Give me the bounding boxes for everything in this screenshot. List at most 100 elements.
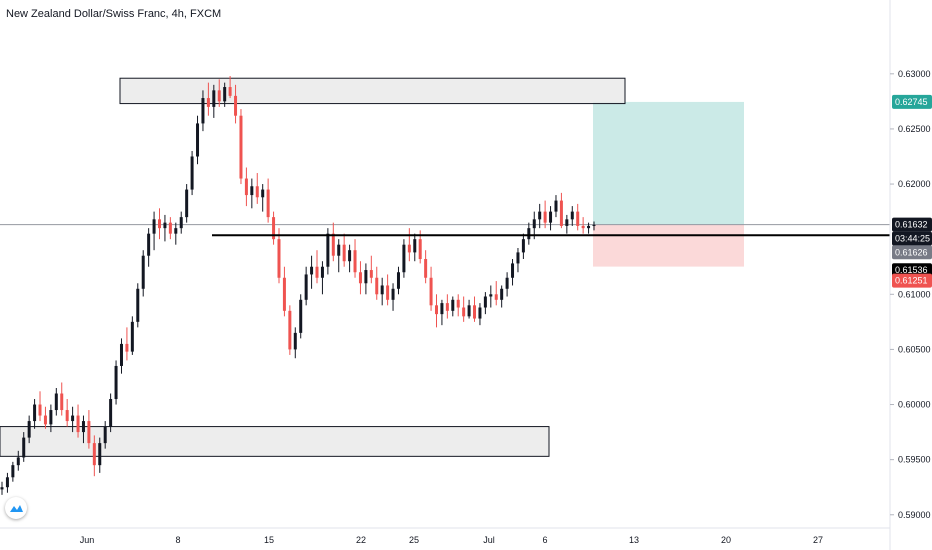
candle-body (342, 244, 346, 262)
candle (38, 391, 42, 422)
candle (114, 360, 118, 405)
price-badge-bg (892, 245, 932, 260)
candle-body (288, 310, 292, 350)
candle-body (201, 98, 205, 124)
candle-body (348, 250, 352, 262)
candle-body (521, 239, 525, 253)
demand-zone-rectangle[interactable] (0, 426, 550, 457)
supply-zone-rectangle[interactable] (119, 77, 626, 105)
price-badge-label: 0.61251 (895, 276, 928, 286)
candle-body (293, 332, 297, 350)
candle (473, 296, 477, 322)
candle-body (304, 274, 308, 300)
candle (570, 206, 574, 226)
candle-body (402, 244, 406, 273)
candle-body (190, 156, 194, 190)
candle (130, 316, 134, 355)
candle (413, 233, 417, 262)
candle (543, 200, 547, 229)
candle-body (315, 266, 319, 278)
candle-body (587, 225, 591, 229)
candle (592, 221, 596, 231)
candle-body (125, 343, 129, 352)
candle (364, 263, 368, 295)
candle-body (109, 399, 113, 427)
candle-body (511, 263, 515, 278)
candle (185, 184, 189, 223)
candle-body (386, 285, 390, 300)
candle (109, 393, 113, 433)
long-position-stop-zone[interactable] (593, 224, 744, 267)
candle-body (570, 211, 574, 220)
x-tick-label: Jul (483, 535, 495, 545)
candle (396, 266, 400, 295)
candle (87, 410, 91, 449)
chart-title: New Zealand Dollar/Swiss Franc, 4h, FXCM (6, 8, 222, 20)
candle (201, 90, 205, 132)
candle (288, 305, 292, 355)
candle-body (331, 233, 335, 256)
candle (158, 208, 162, 240)
candle (92, 435, 96, 477)
candle (315, 250, 319, 284)
candle (348, 244, 352, 273)
candle (456, 294, 460, 317)
candle-body (76, 415, 80, 433)
candle-body (11, 465, 15, 478)
y-tick-label: 0.59000 (898, 510, 931, 520)
candle (320, 261, 324, 295)
candle (71, 406, 75, 433)
long-position-target-zone[interactable] (593, 101, 744, 225)
y-tick-label: 0.63000 (898, 69, 931, 79)
tradingview-logo-icon[interactable] (5, 497, 27, 519)
candle-body (212, 90, 216, 107)
candle-body (152, 219, 156, 234)
candle-body (326, 233, 330, 267)
candle-body (543, 211, 547, 223)
price-badge-bg (892, 231, 932, 246)
candle (565, 214, 569, 234)
candle-body (92, 443, 96, 466)
candle (483, 292, 487, 315)
candle (331, 222, 335, 262)
time-axis[interactable]: Jun 8 15 22 25 Jul 6 13 20 27 (80, 535, 823, 545)
candle (440, 299, 444, 326)
candles-layer (0, 76, 596, 495)
candle-body (353, 250, 357, 273)
candle (244, 167, 248, 207)
candle-body (49, 410, 53, 425)
candle (516, 247, 520, 273)
candle-body (174, 228, 178, 234)
candle-body (103, 426, 107, 444)
candle (521, 233, 525, 260)
candle (375, 266, 379, 300)
y-tick-label: 0.59500 (898, 455, 931, 465)
candle-body (27, 421, 31, 438)
candle (266, 178, 270, 223)
candle-body (549, 211, 553, 223)
candle-body (147, 233, 151, 256)
candle-body (266, 189, 270, 218)
candle (337, 239, 341, 273)
candle (559, 192, 563, 229)
candle-body (98, 443, 102, 466)
candle (60, 382, 64, 416)
candle-body (483, 296, 487, 308)
candle-body (277, 239, 281, 278)
price-badge-last-price: 0.61632 (892, 217, 932, 232)
price-axis[interactable]: 0.63000 0.62500 0.62000 0.61000 0.60500 0.600… (890, 69, 931, 520)
candle-body (179, 217, 183, 229)
candle-body (473, 305, 477, 319)
candle (358, 261, 362, 295)
candle (196, 115, 200, 165)
candle (152, 211, 156, 251)
candle (212, 84, 216, 118)
candle (505, 272, 509, 297)
candle (581, 217, 585, 234)
candle-body (559, 200, 563, 226)
candle (554, 195, 558, 218)
candle (49, 404, 53, 433)
candle (261, 184, 265, 212)
candle-body (228, 87, 232, 96)
